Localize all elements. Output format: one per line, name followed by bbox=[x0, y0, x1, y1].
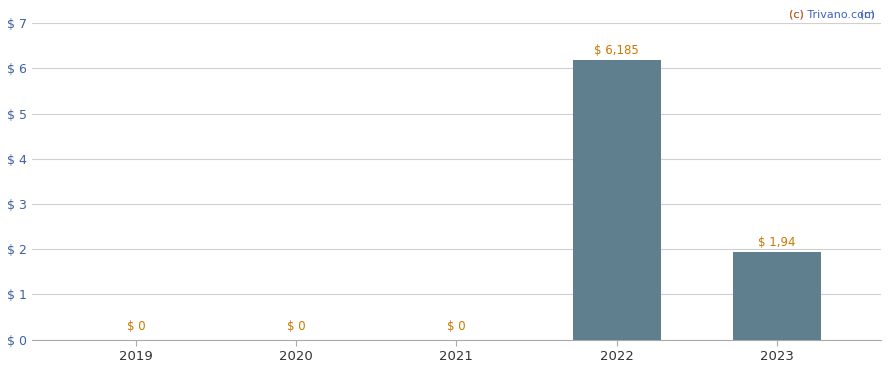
Bar bbox=[733, 252, 821, 340]
Text: $ 0: $ 0 bbox=[127, 320, 146, 333]
Text: (c): (c) bbox=[860, 9, 875, 19]
Text: $ 0: $ 0 bbox=[448, 320, 465, 333]
Text: (c) Trivano.com: (c) Trivano.com bbox=[789, 9, 875, 19]
Bar bbox=[573, 60, 661, 340]
Text: $ 0: $ 0 bbox=[287, 320, 305, 333]
Text: $ 1,94: $ 1,94 bbox=[758, 236, 796, 249]
Text: (c): (c) bbox=[789, 9, 804, 19]
Text: $ 6,185: $ 6,185 bbox=[594, 44, 639, 57]
